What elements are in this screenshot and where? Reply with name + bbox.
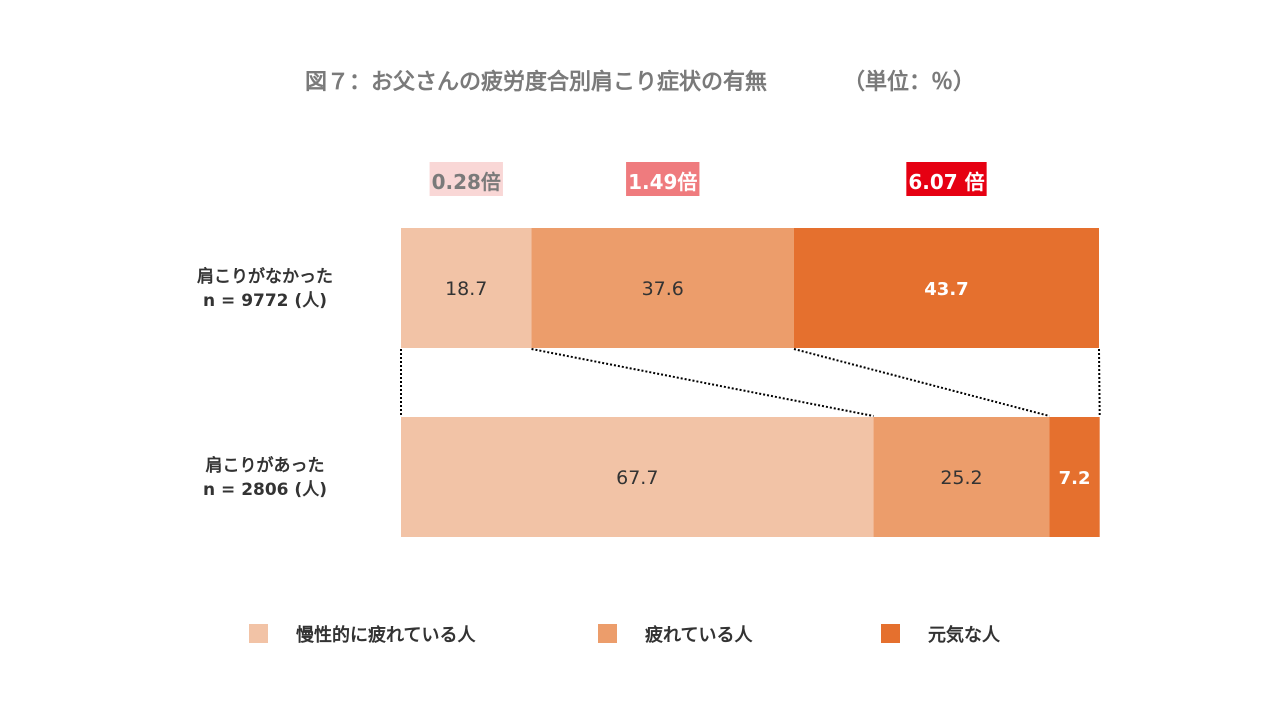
ratio-text: 6.07 倍 <box>908 170 984 194</box>
ratio-label: 0.28倍 <box>429 162 503 196</box>
ratio-background <box>906 162 987 196</box>
ratio-background <box>626 162 700 196</box>
ratio-text: 0.28倍 <box>432 170 501 194</box>
bar-segment <box>401 228 532 348</box>
category-n-label: n = 2806 (人) <box>203 480 327 500</box>
bar-segment <box>1049 417 1100 537</box>
bar-segment <box>401 417 874 537</box>
connector-line <box>1098 348 1101 417</box>
data-label: 43.7 <box>924 279 968 300</box>
chart-title: 図７：お父さんの疲労度合別肩こり症状の有無 <box>305 69 767 95</box>
legend-swatch <box>249 624 268 643</box>
connector-lines <box>400 348 1101 417</box>
bar-segment <box>531 228 794 348</box>
ratio-label: 1.49倍 <box>626 162 700 196</box>
connector-line <box>793 348 1050 417</box>
data-label: 25.2 <box>940 467 982 489</box>
legend-label: 疲れている人 <box>645 624 753 646</box>
ratio-background <box>429 162 503 196</box>
legend-label: 元気な人 <box>928 624 1001 646</box>
category-label: 肩こりがあった <box>206 455 325 476</box>
legend: 慢性的に疲れている人 疲れている人 元気な人 <box>249 624 1001 646</box>
bars: 18.7 37.6 43.7 67.7 25.2 7.2 <box>401 228 1100 537</box>
data-label: 7.2 <box>1059 468 1091 489</box>
category-labels: 肩こりがなかった n = 9772 (人) 肩こりがあった n = 2806 (人) <box>197 266 333 500</box>
category-n-label: n = 9772 (人) <box>203 291 327 311</box>
legend-swatch <box>598 624 617 643</box>
connector-line <box>531 348 874 417</box>
category-label: 肩こりがなかった <box>197 266 333 287</box>
data-label: 37.6 <box>642 278 684 300</box>
ratio-labels: 0.28倍 1.49倍 6.07 倍 <box>429 162 987 196</box>
ratio-label: 6.07 倍 <box>906 162 987 196</box>
legend-label: 慢性的に疲れている人 <box>296 624 476 646</box>
bar-segment <box>873 417 1050 537</box>
chart-unit-label: （単位：％） <box>843 69 975 95</box>
data-label: 67.7 <box>616 467 658 489</box>
data-label: 18.7 <box>445 278 487 300</box>
legend-swatch <box>881 624 900 643</box>
ratio-text: 1.49倍 <box>628 170 697 194</box>
bar-segment <box>793 228 1099 348</box>
